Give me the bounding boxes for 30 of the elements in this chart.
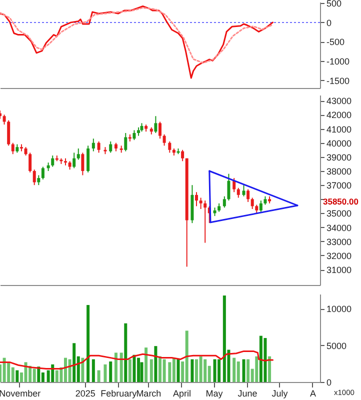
y-tick-label: -1500 bbox=[326, 76, 350, 86]
y-tick-label: 39000 bbox=[326, 152, 352, 162]
x-tick-label: June bbox=[238, 388, 258, 398]
y-tick-label: 10000 bbox=[326, 304, 352, 314]
x-tick-label: February bbox=[100, 388, 138, 398]
x-tick-label: July bbox=[272, 388, 288, 398]
y-tick-label: 40000 bbox=[326, 138, 352, 148]
y-tick-label: 0 bbox=[326, 378, 332, 388]
y-tick-label: -1000 bbox=[326, 56, 350, 67]
x-tick-label: April bbox=[172, 388, 191, 398]
y-tick-label: 31000 bbox=[326, 265, 352, 276]
y-tick-label: 43000 bbox=[326, 96, 352, 106]
y-tick-label: 42000 bbox=[326, 110, 352, 120]
y-tick-label: 5000 bbox=[326, 340, 347, 351]
y-tick-label: 500 bbox=[326, 0, 342, 9]
y-tick-label: 33000 bbox=[326, 236, 352, 247]
x-tick-label: A bbox=[310, 388, 316, 398]
y-tick-label: 32000 bbox=[326, 250, 352, 261]
y-tick-label: 35000 bbox=[326, 208, 352, 219]
text: 35850.00 bbox=[323, 196, 359, 206]
x-tick-label: November bbox=[0, 388, 41, 398]
y-tick-label: 41000 bbox=[326, 124, 352, 134]
y-tick-label: -500 bbox=[326, 37, 345, 48]
x-tick-label: May bbox=[206, 388, 224, 398]
y-tick-label: 0 bbox=[326, 18, 332, 28]
x-tick-label: March bbox=[136, 388, 162, 398]
y-tick-label: 37000 bbox=[326, 180, 352, 191]
x-tick-label: 2025 bbox=[75, 388, 96, 398]
y-tick-label: 34000 bbox=[326, 222, 352, 233]
y-tick-label: 38000 bbox=[326, 166, 352, 176]
